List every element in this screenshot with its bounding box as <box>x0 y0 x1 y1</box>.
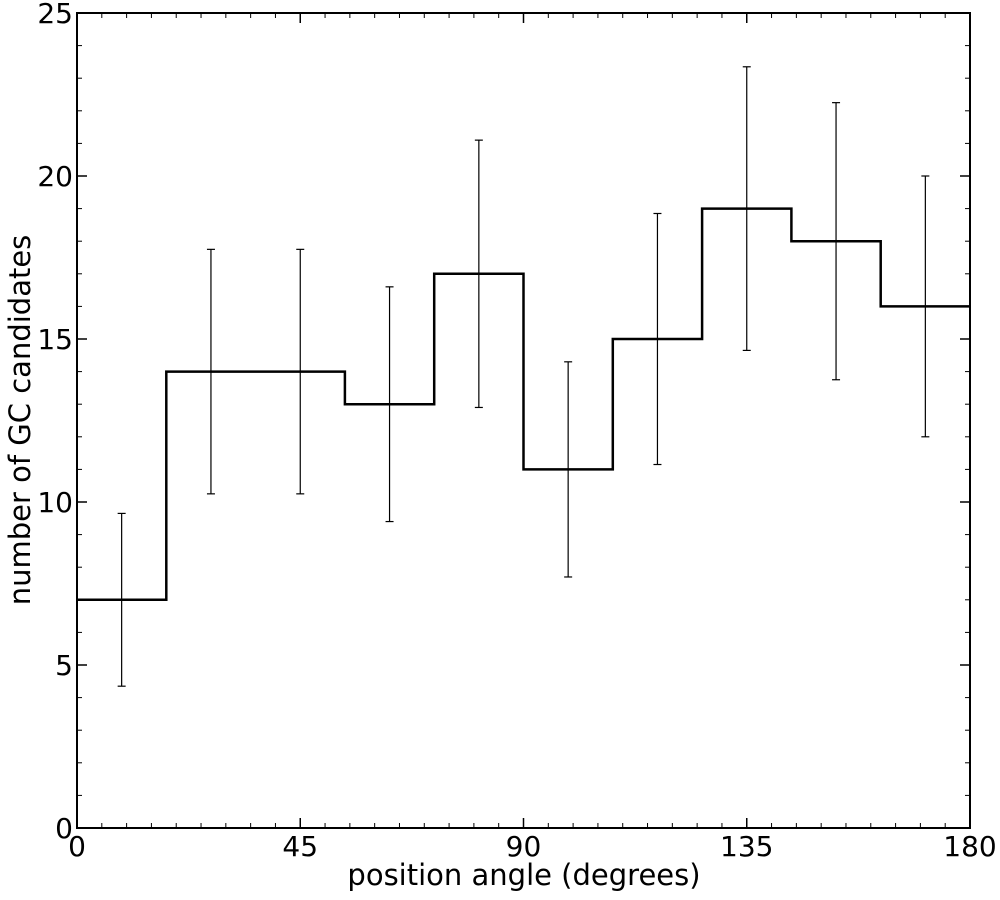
y-tick-label: 5 <box>55 649 73 682</box>
y-tick-label: 25 <box>37 0 73 30</box>
x-tick-label: 90 <box>506 830 542 863</box>
y-axis-label: number of GC candidates <box>3 235 37 606</box>
y-tick-labels: 0 5 10 15 20 25 <box>37 0 73 845</box>
y-tick-label: 20 <box>37 160 73 193</box>
x-tick-label: 180 <box>943 830 996 863</box>
plot-frame <box>76 12 971 829</box>
x-tick-label: 0 <box>68 830 86 863</box>
x-tick-label: 45 <box>282 830 318 863</box>
x-axis-label: position angle (degrees) <box>347 858 700 892</box>
y-tick-label: 0 <box>55 812 73 845</box>
y-tick-label: 10 <box>37 486 73 519</box>
y-tick-label: 15 <box>37 323 73 356</box>
histogram-step-line <box>77 207 970 602</box>
x-tick-label: 135 <box>720 830 773 863</box>
x-tick-labels: 0 45 90 135 180 <box>68 830 997 863</box>
